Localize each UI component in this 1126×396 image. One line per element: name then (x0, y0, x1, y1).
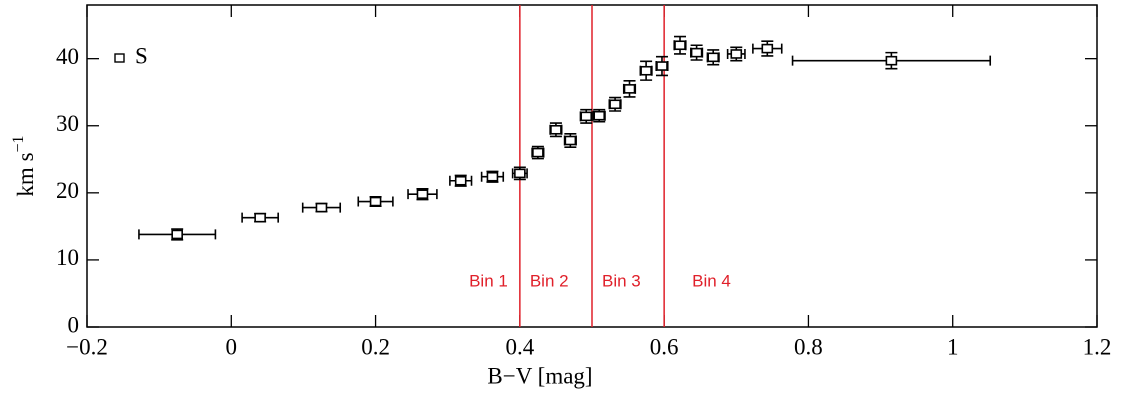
point (254, 212, 266, 223)
point (761, 43, 774, 54)
y-axis-label-sup: −1 (10, 135, 27, 152)
point (593, 110, 606, 121)
point (730, 49, 743, 59)
bin-label: Bin 2 (530, 271, 569, 290)
x-tick-label: 1 (947, 334, 959, 359)
x-tick-label: 0.6 (650, 334, 679, 359)
legend-label: S (135, 43, 148, 68)
y-tick-label: 30 (56, 111, 79, 136)
y-axis-label: km s−1 (10, 135, 39, 196)
legend-marker (114, 53, 125, 63)
y-axis-label-text: km s (13, 152, 38, 196)
y-tick-label: 20 (56, 178, 79, 203)
point (315, 202, 328, 213)
point (416, 189, 429, 199)
point (674, 40, 686, 51)
point (640, 65, 652, 76)
x-tick-label: 0.4 (505, 334, 534, 359)
x-tick-label: 1.2 (1083, 334, 1112, 359)
x-tick-label: 0.2 (361, 334, 390, 359)
x-tick-label: −0.2 (66, 334, 108, 359)
y-tick-label: 10 (56, 245, 79, 270)
x-tick-label: 0 (226, 334, 238, 359)
point (580, 111, 593, 122)
point (564, 135, 577, 146)
point (707, 52, 720, 63)
y-tick-label: 40 (56, 44, 79, 69)
bin-label: Bin 1 (469, 271, 508, 290)
point (623, 84, 636, 94)
point (656, 61, 668, 71)
point (514, 168, 526, 179)
x-tick-label: 0.8 (794, 334, 823, 359)
point (609, 99, 621, 110)
y-tick-label: 0 (68, 312, 80, 337)
point (690, 47, 703, 58)
point (171, 229, 183, 240)
point (532, 147, 544, 158)
point (486, 171, 499, 182)
bin-label: Bin 4 (692, 271, 731, 290)
x-axis-label: B−V [mag] (487, 363, 592, 388)
point (885, 55, 898, 66)
bin-label: Bin 3 (602, 271, 641, 290)
point (550, 124, 562, 135)
point (454, 175, 467, 186)
point (369, 196, 382, 207)
